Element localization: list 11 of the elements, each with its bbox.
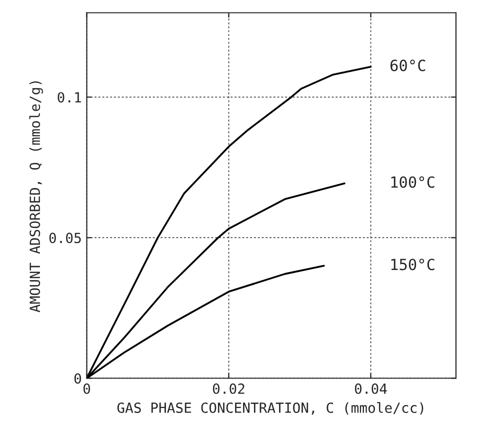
y-axis-title: AMOUNT ADSORBED, Q (mmole/g) — [29, 81, 43, 312]
y-tick-label: 0.1 — [58, 92, 81, 103]
y-tick-label: 0 — [74, 373, 81, 384]
series-label: 60°C — [390, 60, 426, 72]
x-tick-label: 0 — [83, 383, 90, 394]
text: 150°C — [391, 258, 434, 270]
y-tick-label: 0.05 — [49, 232, 81, 244]
x-axis-title: GAS PHASE CONCENTRATION, C (mmole/cc) — [117, 402, 424, 415]
x-tick-label: 0.04 — [354, 383, 387, 394]
text: 100°C — [391, 176, 434, 188]
x-tick-label: 0.02 — [212, 383, 244, 394]
